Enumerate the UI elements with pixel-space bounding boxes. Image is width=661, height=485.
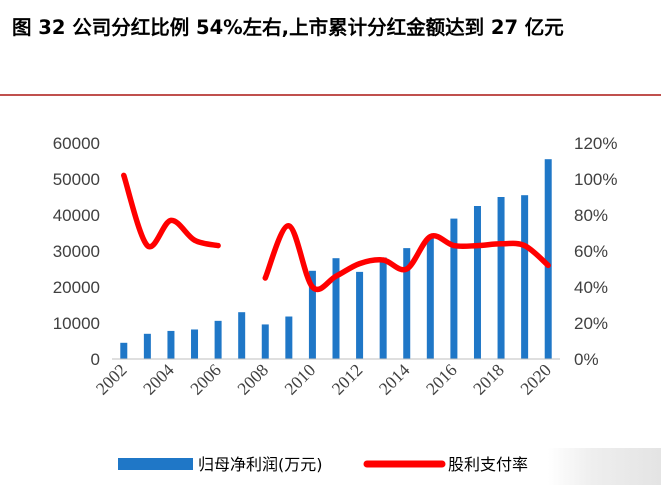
- left-y-tick-label: 0: [91, 350, 100, 369]
- bar: [544, 159, 552, 359]
- x-tick-label: 2012: [328, 360, 367, 399]
- bar: [167, 330, 175, 359]
- bar: [403, 248, 411, 359]
- payout-ratio-line: [121, 172, 221, 250]
- x-tick-label: 2014: [375, 360, 414, 399]
- right-y-tick-label: 120%: [574, 134, 617, 153]
- x-tick-label: 2020: [516, 360, 555, 399]
- bar: [497, 197, 505, 359]
- legend-line-label: 股利支付率: [448, 455, 528, 474]
- left-y-tick-label: 50000: [53, 170, 100, 189]
- left-y-tick-label: 20000: [53, 278, 100, 297]
- bar: [332, 258, 340, 359]
- right-y-tick-label: 0%: [574, 350, 599, 369]
- bar: [120, 342, 128, 359]
- bar: [261, 324, 269, 359]
- left-y-axis: 0 10000 20000 30000 40000 50000 60000: [53, 134, 100, 369]
- legend-bar-label: 归母净利润(万元): [198, 455, 323, 474]
- bar: [285, 316, 293, 359]
- left-y-tick-label: 30000: [53, 242, 100, 261]
- title-divider: [0, 94, 661, 96]
- x-tick-label: 2004: [139, 360, 178, 399]
- right-y-tick-label: 100%: [574, 170, 617, 189]
- bar: [521, 195, 529, 359]
- x-tick-label: 2006: [186, 360, 225, 399]
- x-tick-label: 2010: [280, 360, 319, 399]
- x-axis: 2002 2004 2006 2008 2010 2012 2014 2016 2018 2020: [92, 358, 560, 399]
- bar: [426, 238, 434, 359]
- legend: 归母净利润(万元) 股利支付率: [118, 455, 528, 474]
- bar: [379, 257, 387, 359]
- right-y-axis: 0% 20% 40% 60% 80% 100% 120%: [574, 134, 617, 369]
- left-y-tick-label: 60000: [53, 134, 100, 153]
- left-y-tick-label: 40000: [53, 206, 100, 225]
- bar: [191, 329, 199, 359]
- bar: [214, 320, 222, 359]
- x-tick-label: 2008: [233, 360, 272, 399]
- right-y-tick-label: 40%: [574, 278, 608, 297]
- page-title: 图 32 公司分红比例 54%左右,上市累计分红金额达到 27 亿元: [12, 16, 564, 39]
- right-y-tick-label: 80%: [574, 206, 608, 225]
- right-y-tick-label: 60%: [574, 242, 608, 261]
- bar: [308, 270, 316, 359]
- bar: [143, 333, 151, 359]
- x-tick-label: 2016: [422, 360, 461, 399]
- bar: [356, 271, 364, 359]
- x-tick-label: 2018: [469, 360, 508, 399]
- legend-bar-swatch: [118, 458, 193, 470]
- bar: [450, 218, 458, 359]
- bar: [473, 206, 481, 359]
- right-y-tick-label: 20%: [574, 314, 608, 333]
- payout-ratio-line: [262, 223, 551, 293]
- watermark-fade: [548, 448, 661, 485]
- bar-series: [120, 159, 552, 359]
- bar: [238, 312, 246, 359]
- line-series: [121, 172, 551, 293]
- left-y-tick-label: 10000: [53, 314, 100, 333]
